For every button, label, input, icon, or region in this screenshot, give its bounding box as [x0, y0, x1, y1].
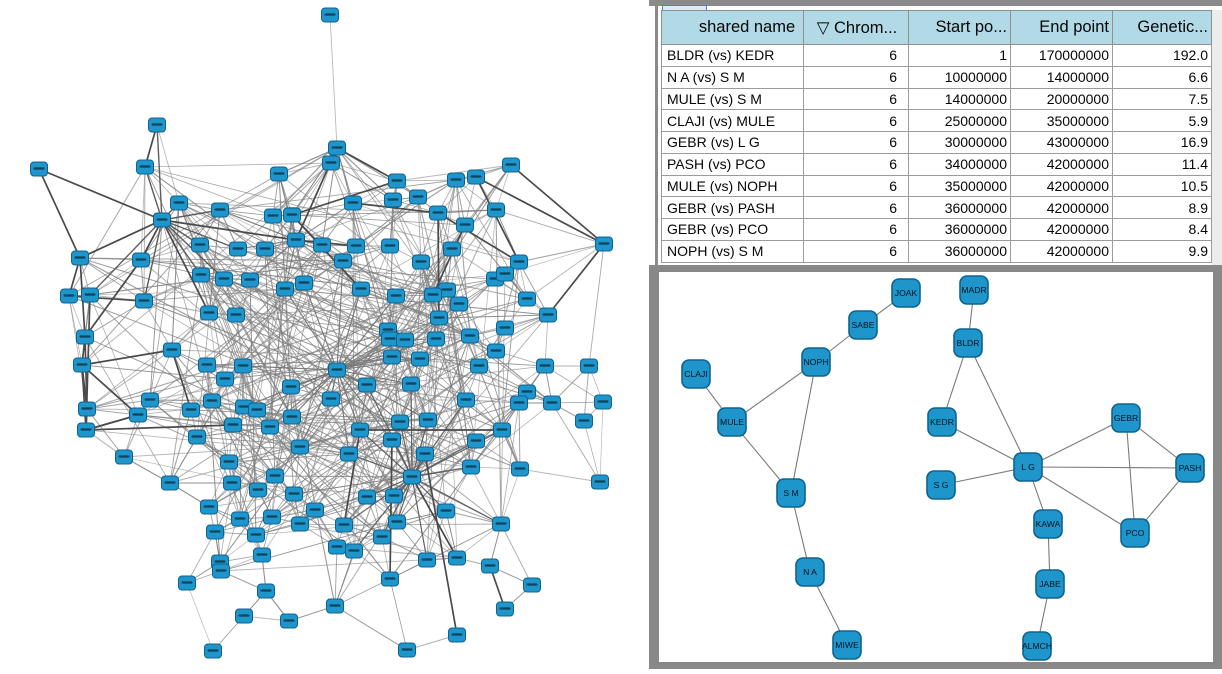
svg-text:MIWE: MIWE — [835, 640, 859, 650]
svg-text:SABE: SABE — [852, 320, 875, 330]
svg-text:S G: S G — [934, 480, 949, 490]
svg-text:N A: N A — [803, 567, 817, 577]
svg-text:CLAJI: CLAJI — [684, 369, 707, 379]
svg-text:GEBR: GEBR — [1114, 413, 1138, 423]
svg-text:JOAK: JOAK — [895, 288, 918, 298]
svg-text:ALMCH: ALMCH — [1022, 641, 1052, 651]
svg-text:PCO: PCO — [1126, 528, 1145, 538]
svg-text:MULE: MULE — [720, 417, 744, 427]
svg-text:L G: L G — [1021, 462, 1035, 472]
svg-text:JABE: JABE — [1039, 579, 1061, 589]
svg-text:BLDR: BLDR — [957, 338, 980, 348]
svg-text:S M: S M — [783, 488, 798, 498]
svg-text:KAWA: KAWA — [1036, 519, 1061, 529]
svg-text:PASH: PASH — [1179, 463, 1202, 473]
svg-text:MADR: MADR — [961, 285, 986, 295]
svg-text:NOPH: NOPH — [804, 357, 829, 367]
svg-text:KEDR: KEDR — [930, 417, 954, 427]
